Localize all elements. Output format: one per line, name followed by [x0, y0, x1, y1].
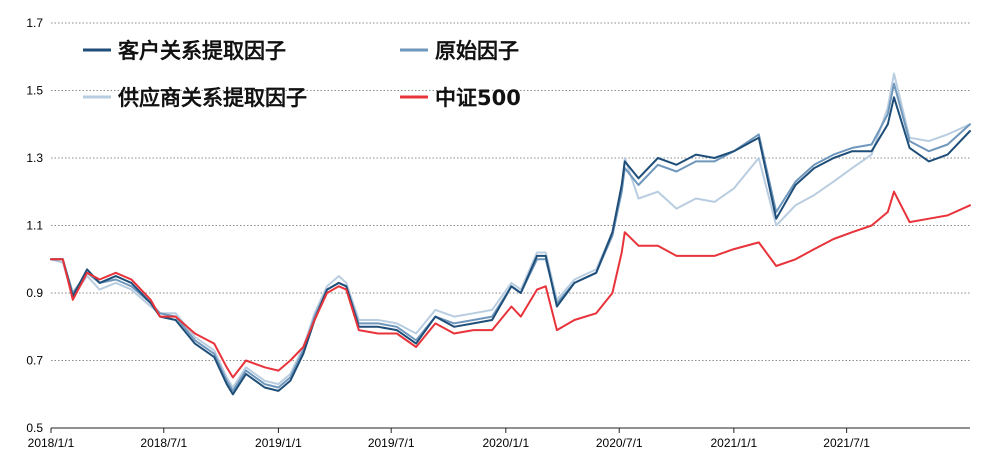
- legend-label: 客户关系提取因子: [118, 39, 286, 63]
- y-tick-label: 1.3: [26, 151, 43, 165]
- x-tick-label: 2020/1/1: [482, 436, 529, 450]
- series-line-1: [50, 82, 971, 392]
- series-line-2: [50, 72, 971, 389]
- legend-label: 中证500: [435, 86, 521, 110]
- x-tick-label: 2019/1/1: [255, 436, 302, 450]
- x-tick-label: 2021/7/1: [823, 436, 870, 450]
- x-tick-label: 2021/1/1: [711, 436, 758, 450]
- y-tick-label: 0.5: [26, 421, 43, 435]
- axes: 0.5 0.7 0.9 1.1 1.3 1.5 1.7 2018/1/1 2018/7/1 201…: [26, 16, 970, 450]
- gridlines: [51, 22, 970, 361]
- series-line-3: [50, 190, 971, 379]
- x-tick-label: 2018/1/1: [28, 436, 75, 450]
- x-tick-label: 2020/7/1: [596, 436, 643, 450]
- y-tick-label: 0.9: [26, 286, 43, 300]
- x-tick-label: 2019/7/1: [368, 436, 415, 450]
- y-tick-label: 1.5: [26, 84, 43, 98]
- legend-label: 供应商关系提取因子: [117, 86, 307, 110]
- y-tick-label: 1.7: [26, 16, 43, 30]
- y-tick-label: 0.7: [26, 354, 43, 368]
- x-tick-label: 2018/7/1: [140, 436, 187, 450]
- series-line-0: [50, 96, 971, 396]
- legend-label: 原始因子: [435, 39, 519, 63]
- series-lines: [50, 72, 971, 396]
- y-tick-label: 1.1: [26, 219, 43, 233]
